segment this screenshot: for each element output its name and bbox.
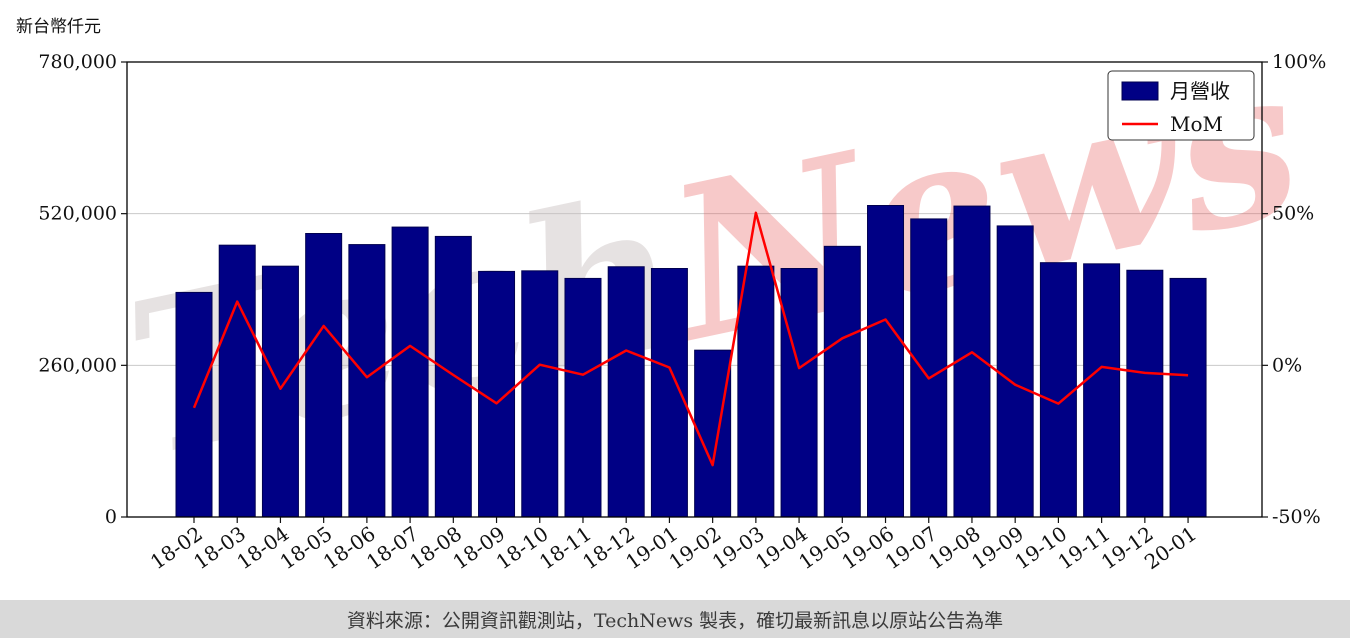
plot-frame [126,61,1263,518]
mom-line [192,211,1189,467]
left-axis-title: 新台幣仟元 [16,17,101,37]
revenue-bar [607,266,645,518]
revenue-bar [1169,277,1207,518]
revenue-bar [1039,262,1077,518]
revenue-bar [694,349,732,518]
revenue-bar [823,245,861,518]
revenue-bar [780,268,818,518]
right-tick-label: 100% [1272,51,1326,73]
chart-canvas: TechNews0260,000520,000780,000-50%0%50%1… [38,16,1326,575]
revenue-bar [434,235,472,518]
revenue-bar [261,265,299,518]
revenue-bar [305,233,343,518]
revenue-bar [521,270,559,518]
source-footer: 資料來源：公開資訊觀測站，TechNews 製表，確切最新訊息以原站公告為準 [0,600,1350,638]
revenue-bar [737,265,775,518]
revenue-bar [910,218,948,518]
revenue-bar [391,226,429,518]
revenue-bar [867,205,905,518]
legend-bar-swatch [1121,81,1159,101]
left-tick-label: 0 [105,506,117,528]
right-tick-label: 50% [1272,203,1314,225]
revenue-bar [564,277,602,518]
revenue-bar [348,244,386,518]
left-tick-label: 260,000 [38,354,117,376]
right-tick-label: -50% [1272,506,1321,528]
revenue-bar [996,225,1034,518]
revenue-bar [218,244,256,518]
revenue-mom-chart: TechNews0260,000520,000780,000-50%0%50%1… [38,16,1326,575]
right-tick-label: 0% [1272,354,1302,376]
left-tick-label: 520,000 [38,203,117,225]
legend-line-label: MoM [1170,112,1223,136]
revenue-bar [650,268,688,518]
revenue-bar [1083,263,1121,518]
left-tick-label: 780,000 [38,51,117,73]
revenue-bar [1126,269,1164,518]
legend-bar-label: 月營收 [1170,79,1230,103]
source-text: 資料來源：公開資訊觀測站，TechNews 製表，確切最新訊息以原站公告為準 [346,609,1004,632]
